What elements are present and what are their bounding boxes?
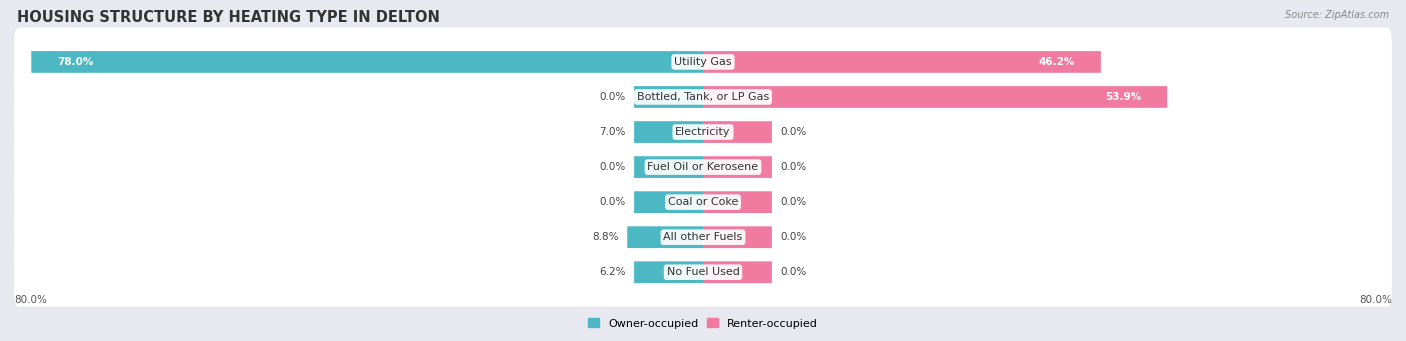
Text: 7.0%: 7.0% <box>599 127 626 137</box>
Text: HOUSING STRUCTURE BY HEATING TYPE IN DELTON: HOUSING STRUCTURE BY HEATING TYPE IN DEL… <box>17 10 440 25</box>
Text: All other Fuels: All other Fuels <box>664 232 742 242</box>
FancyBboxPatch shape <box>634 86 703 108</box>
Text: 0.0%: 0.0% <box>599 162 626 172</box>
FancyBboxPatch shape <box>14 203 1392 271</box>
FancyBboxPatch shape <box>634 261 703 283</box>
Text: 6.2%: 6.2% <box>599 267 626 277</box>
FancyBboxPatch shape <box>703 156 772 178</box>
FancyBboxPatch shape <box>14 168 1392 237</box>
Text: 0.0%: 0.0% <box>599 197 626 207</box>
Text: 0.0%: 0.0% <box>780 232 807 242</box>
FancyBboxPatch shape <box>627 226 703 248</box>
Text: 46.2%: 46.2% <box>1039 57 1076 67</box>
Text: 0.0%: 0.0% <box>599 92 626 102</box>
FancyBboxPatch shape <box>634 191 703 213</box>
Text: Coal or Coke: Coal or Coke <box>668 197 738 207</box>
FancyBboxPatch shape <box>14 98 1392 166</box>
Text: 78.0%: 78.0% <box>58 57 93 67</box>
Text: Electricity: Electricity <box>675 127 731 137</box>
Text: Source: ZipAtlas.com: Source: ZipAtlas.com <box>1285 10 1389 20</box>
FancyBboxPatch shape <box>703 191 772 213</box>
Text: Utility Gas: Utility Gas <box>675 57 731 67</box>
FancyBboxPatch shape <box>14 133 1392 202</box>
FancyBboxPatch shape <box>14 28 1392 96</box>
FancyBboxPatch shape <box>634 156 703 178</box>
Text: 80.0%: 80.0% <box>1360 295 1392 305</box>
Text: 0.0%: 0.0% <box>780 197 807 207</box>
Text: 80.0%: 80.0% <box>14 295 46 305</box>
FancyBboxPatch shape <box>31 51 703 73</box>
Text: 0.0%: 0.0% <box>780 267 807 277</box>
FancyBboxPatch shape <box>703 226 772 248</box>
Text: 53.9%: 53.9% <box>1105 92 1142 102</box>
FancyBboxPatch shape <box>703 51 1101 73</box>
FancyBboxPatch shape <box>703 86 1167 108</box>
FancyBboxPatch shape <box>14 238 1392 307</box>
Text: 0.0%: 0.0% <box>780 162 807 172</box>
Text: Fuel Oil or Kerosene: Fuel Oil or Kerosene <box>647 162 759 172</box>
Legend: Owner-occupied, Renter-occupied: Owner-occupied, Renter-occupied <box>583 314 823 333</box>
Text: No Fuel Used: No Fuel Used <box>666 267 740 277</box>
FancyBboxPatch shape <box>703 121 772 143</box>
Text: 8.8%: 8.8% <box>592 232 619 242</box>
Text: 0.0%: 0.0% <box>780 127 807 137</box>
FancyBboxPatch shape <box>14 63 1392 131</box>
Text: Bottled, Tank, or LP Gas: Bottled, Tank, or LP Gas <box>637 92 769 102</box>
FancyBboxPatch shape <box>703 261 772 283</box>
FancyBboxPatch shape <box>634 121 703 143</box>
